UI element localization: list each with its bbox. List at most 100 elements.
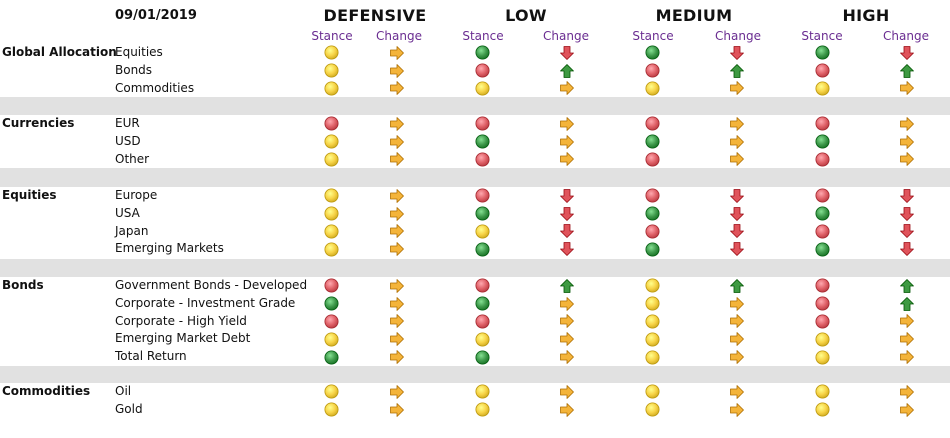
yellow-stance-icon bbox=[471, 401, 493, 419]
arrow-down-icon bbox=[726, 240, 748, 258]
arrow-up-icon bbox=[896, 295, 918, 313]
green-stance-icon bbox=[320, 348, 342, 366]
red-stance-icon bbox=[641, 187, 663, 205]
green-stance-icon bbox=[811, 240, 833, 258]
arrow-right-icon bbox=[556, 401, 578, 419]
profile-defensive: DEFENSIVE bbox=[323, 6, 427, 25]
yellow-stance-icon bbox=[320, 330, 342, 348]
table-row: Europe bbox=[0, 187, 950, 205]
red-stance-icon bbox=[471, 313, 493, 331]
yellow-stance-icon bbox=[811, 348, 833, 366]
arrow-down-icon bbox=[726, 223, 748, 241]
arrow-up-icon bbox=[726, 277, 748, 295]
arrow-up-icon bbox=[556, 277, 578, 295]
change-header: Change bbox=[376, 29, 422, 43]
red-stance-icon bbox=[320, 115, 342, 133]
arrow-right-icon bbox=[386, 277, 408, 295]
yellow-stance-icon bbox=[320, 187, 342, 205]
arrow-right-icon bbox=[726, 313, 748, 331]
yellow-stance-icon bbox=[320, 80, 342, 98]
row-label: Bonds bbox=[115, 62, 153, 77]
table-row: Commodities bbox=[0, 80, 950, 98]
red-stance-icon bbox=[811, 115, 833, 133]
green-stance-icon bbox=[471, 348, 493, 366]
arrow-right-icon bbox=[726, 133, 748, 151]
green-stance-icon bbox=[811, 44, 833, 62]
table-row: Emerging Markets bbox=[0, 240, 950, 258]
table-row: Government Bonds - Developed bbox=[0, 277, 950, 295]
section-divider bbox=[0, 366, 950, 383]
yellow-stance-icon bbox=[471, 330, 493, 348]
arrow-right-icon bbox=[386, 383, 408, 401]
arrow-right-icon bbox=[896, 115, 918, 133]
stance-header: Stance bbox=[632, 29, 674, 43]
yellow-stance-icon bbox=[641, 330, 663, 348]
row-label: Europe bbox=[115, 188, 158, 202]
arrow-down-icon bbox=[556, 205, 578, 223]
arrow-down-icon bbox=[896, 240, 918, 258]
green-stance-icon bbox=[641, 205, 663, 223]
arrow-down-icon bbox=[556, 223, 578, 241]
yellow-stance-icon bbox=[471, 383, 493, 401]
yellow-stance-icon bbox=[641, 401, 663, 419]
yellow-stance-icon bbox=[811, 383, 833, 401]
green-stance-icon bbox=[471, 205, 493, 223]
stance-header: Stance bbox=[462, 29, 504, 43]
green-stance-icon bbox=[811, 133, 833, 151]
arrow-down-icon bbox=[556, 44, 578, 62]
green-stance-icon bbox=[641, 240, 663, 258]
green-stance-icon bbox=[320, 295, 342, 313]
yellow-stance-icon bbox=[320, 205, 342, 223]
arrow-right-icon bbox=[386, 313, 408, 331]
arrow-right-icon bbox=[386, 62, 408, 80]
arrow-right-icon bbox=[556, 313, 578, 331]
arrow-right-icon bbox=[896, 383, 918, 401]
row-label: Corporate - High Yield bbox=[115, 313, 247, 328]
red-stance-icon bbox=[641, 223, 663, 241]
yellow-stance-icon bbox=[641, 313, 663, 331]
row-label: Gold bbox=[115, 401, 143, 416]
arrow-right-icon bbox=[726, 295, 748, 313]
arrow-right-icon bbox=[386, 330, 408, 348]
red-stance-icon bbox=[471, 62, 493, 80]
red-stance-icon bbox=[811, 277, 833, 295]
table-row: Japan bbox=[0, 223, 950, 241]
arrow-right-icon bbox=[386, 44, 408, 62]
red-stance-icon bbox=[811, 295, 833, 313]
yellow-stance-icon bbox=[320, 401, 342, 419]
arrow-down-icon bbox=[896, 187, 918, 205]
arrow-right-icon bbox=[386, 401, 408, 419]
green-stance-icon bbox=[811, 205, 833, 223]
section-divider bbox=[0, 168, 950, 187]
arrow-down-icon bbox=[896, 223, 918, 241]
arrow-down-icon bbox=[726, 205, 748, 223]
row-label: Other bbox=[115, 151, 150, 166]
table-row: Total Return bbox=[0, 348, 950, 366]
arrow-right-icon bbox=[556, 80, 578, 98]
yellow-stance-icon bbox=[471, 223, 493, 241]
arrow-right-icon bbox=[896, 80, 918, 98]
arrow-right-icon bbox=[556, 295, 578, 313]
arrow-down-icon bbox=[896, 205, 918, 223]
yellow-stance-icon bbox=[811, 80, 833, 98]
yellow-stance-icon bbox=[320, 62, 342, 80]
row-label: Japan bbox=[115, 223, 149, 238]
table-row: Other bbox=[0, 151, 950, 169]
arrow-down-icon bbox=[556, 187, 578, 205]
arrow-down-icon bbox=[556, 240, 578, 258]
arrow-right-icon bbox=[726, 401, 748, 419]
red-stance-icon bbox=[811, 223, 833, 241]
arrow-right-icon bbox=[726, 348, 748, 366]
arrow-right-icon bbox=[896, 313, 918, 331]
yellow-stance-icon bbox=[320, 240, 342, 258]
yellow-stance-icon bbox=[811, 330, 833, 348]
table-row: USD bbox=[0, 133, 950, 151]
red-stance-icon bbox=[811, 313, 833, 331]
change-header: Change bbox=[883, 29, 929, 43]
red-stance-icon bbox=[471, 187, 493, 205]
arrow-right-icon bbox=[726, 330, 748, 348]
arrow-right-icon bbox=[896, 330, 918, 348]
red-stance-icon bbox=[471, 115, 493, 133]
table-row: Corporate - Investment Grade bbox=[0, 295, 950, 313]
arrow-up-icon bbox=[896, 62, 918, 80]
